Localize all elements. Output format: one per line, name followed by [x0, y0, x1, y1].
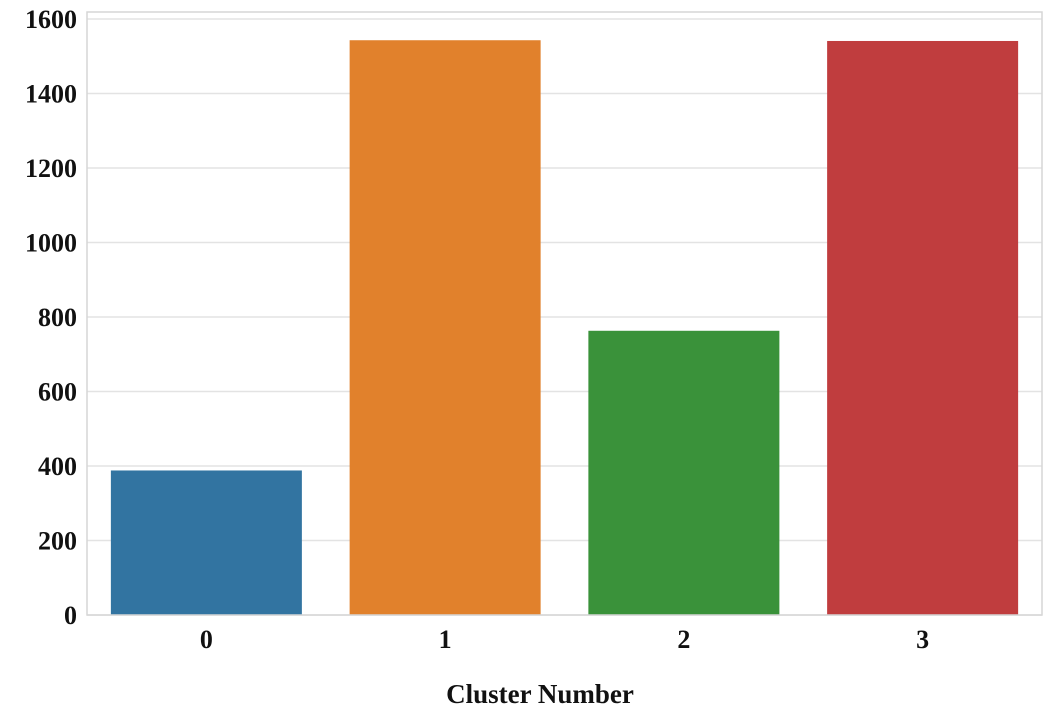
- y-tick-labels: 0 200 400 600 800 1000 1200 1400 1600: [25, 5, 77, 630]
- x-tick-label: 3: [916, 625, 929, 654]
- x-tick-label: 1: [439, 625, 452, 654]
- y-tick-label: 800: [38, 303, 77, 332]
- bars: [110, 40, 1019, 616]
- y-tick-label: 1200: [25, 154, 77, 183]
- x-tick-labels: 0 1 2 3: [200, 625, 929, 654]
- y-tick-label: 1400: [25, 80, 77, 109]
- y-tick-label: 1600: [25, 5, 77, 34]
- y-tick-label: 0: [64, 601, 77, 630]
- y-tick-label: 1000: [25, 229, 77, 258]
- bar-cluster-0: [110, 470, 302, 615]
- bar-cluster-3: [827, 40, 1019, 616]
- bar-cluster-1: [349, 40, 541, 616]
- y-tick-label: 600: [38, 378, 77, 407]
- y-tick-label: 200: [38, 527, 77, 556]
- plot-frame: [86, 11, 1043, 616]
- y-tick-label: 400: [38, 452, 77, 481]
- x-axis-title: Cluster Number: [446, 679, 634, 709]
- x-tick-label: 0: [200, 625, 213, 654]
- x-tick-label: 2: [677, 625, 690, 654]
- bar-cluster-2: [588, 330, 780, 615]
